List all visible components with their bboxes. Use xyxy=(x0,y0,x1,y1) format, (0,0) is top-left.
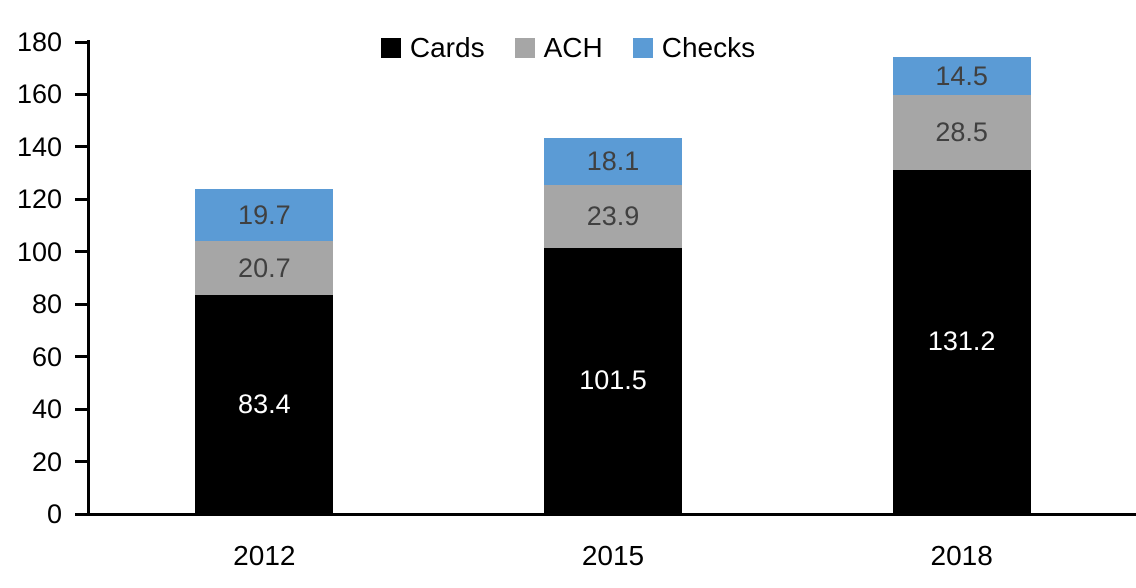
bar-value-label: 101.5 xyxy=(579,365,647,396)
bar-segment-2018-checks: 14.5 xyxy=(892,57,1031,96)
y-tick-label: 20 xyxy=(31,446,62,477)
chart-legend: Cards ACH Checks xyxy=(0,33,1136,63)
bar-segment-2012-checks: 19.7 xyxy=(195,189,334,242)
legend-item-cards: Cards xyxy=(380,32,485,63)
legend-swatch-icon xyxy=(632,38,653,58)
y-tick-label: 100 xyxy=(16,236,62,267)
y-tick-mark xyxy=(75,250,87,254)
y-tick-label: 180 xyxy=(16,27,62,57)
y-tick-label: 80 xyxy=(31,289,62,320)
x-axis-line xyxy=(75,513,1136,516)
y-axis-line xyxy=(87,40,90,516)
bar-value-label: 23.9 xyxy=(586,201,640,231)
legend-item-checks: Checks xyxy=(632,32,756,63)
bar-segment-2018-cards: 131.2 xyxy=(892,169,1031,514)
bar-value-label: 19.7 xyxy=(238,199,291,230)
y-tick-label: 40 xyxy=(31,394,62,425)
bar-segment-2012-cards: 83.4 xyxy=(195,295,334,514)
bar-segment-2012-ach: 20.7 xyxy=(195,241,334,296)
y-tick-label: 140 xyxy=(16,131,62,162)
y-tick-mark xyxy=(75,302,87,306)
y-tick-label: 120 xyxy=(16,184,62,215)
legend-swatch-icon xyxy=(380,38,401,58)
y-tick-mark xyxy=(75,407,87,411)
bar-segment-2018-ach: 28.5 xyxy=(892,95,1031,170)
y-tick-mark xyxy=(75,512,87,516)
bar-segment-2015-cards: 101.5 xyxy=(544,247,682,514)
bar-value-label: 14.5 xyxy=(935,60,988,91)
legend-label: Cards xyxy=(409,32,485,63)
legend-label: ACH xyxy=(543,32,603,63)
y-tick-mark xyxy=(75,355,87,359)
bar-segment-2015-ach: 23.9 xyxy=(544,185,682,248)
y-tick-mark xyxy=(75,145,87,149)
bar-value-label: 18.1 xyxy=(586,145,640,176)
bar-value-label: 20.7 xyxy=(238,252,291,283)
y-tick-label: 60 xyxy=(31,341,62,372)
y-tick-label: 160 xyxy=(16,79,62,110)
x-tick-label-2018: 2018 xyxy=(930,540,993,571)
y-tick-mark xyxy=(75,460,87,464)
legend-label: Checks xyxy=(661,32,756,63)
y-tick-mark xyxy=(75,92,87,96)
legend-item-ach: ACH xyxy=(514,32,603,63)
y-tick-mark xyxy=(75,40,87,44)
bar-segment-2015-checks: 18.1 xyxy=(544,137,682,186)
y-tick-label: 0 xyxy=(46,499,62,529)
y-tick-mark xyxy=(75,197,87,201)
bar-value-label: 83.4 xyxy=(238,389,291,420)
bar-value-label: 28.5 xyxy=(935,117,988,148)
x-tick-label-2015: 2015 xyxy=(581,540,645,571)
bar-value-label: 131.2 xyxy=(927,326,996,357)
legend-swatch-icon xyxy=(514,38,535,58)
x-tick-label-2012: 2012 xyxy=(233,540,296,571)
